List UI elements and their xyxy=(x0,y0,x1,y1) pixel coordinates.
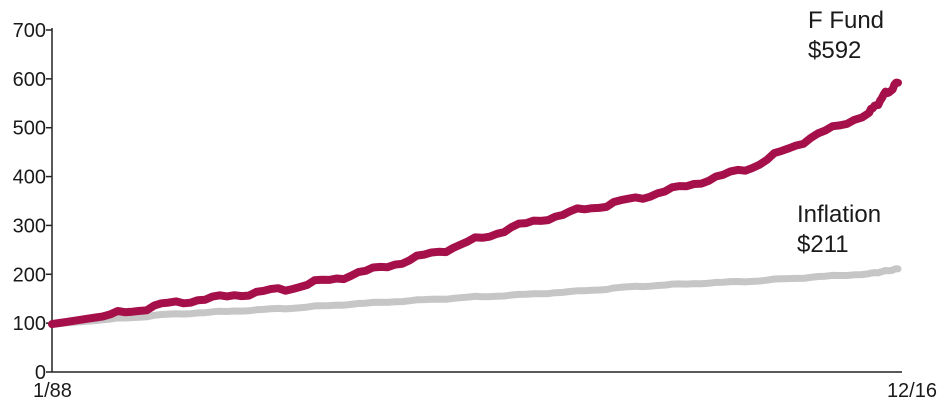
y-tick-label: 600 xyxy=(13,69,46,91)
f-fund-line xyxy=(48,78,902,329)
y-tick-label: 400 xyxy=(13,167,46,189)
inflation-value-label: $211 xyxy=(797,231,849,258)
f-fund-value-label: $592 xyxy=(808,37,861,64)
x-start-tick-label: 1/88 xyxy=(33,380,72,400)
inflation-name-label: Inflation xyxy=(797,201,881,228)
x-end-tick-label: 12/16 xyxy=(887,380,937,400)
inflation-line xyxy=(48,265,902,328)
y-tick-label: 0 xyxy=(35,362,46,384)
y-tick-label: 200 xyxy=(13,264,46,286)
y-tick-label: 700 xyxy=(13,20,46,42)
y-tick-label: 500 xyxy=(13,118,46,140)
y-tick-label: 300 xyxy=(13,215,46,237)
y-axis-ticks: 0 100 200 300 400 500 600 700 xyxy=(13,20,52,384)
f-fund-name-label: F Fund xyxy=(808,7,884,34)
y-tick-label: 100 xyxy=(13,313,46,335)
